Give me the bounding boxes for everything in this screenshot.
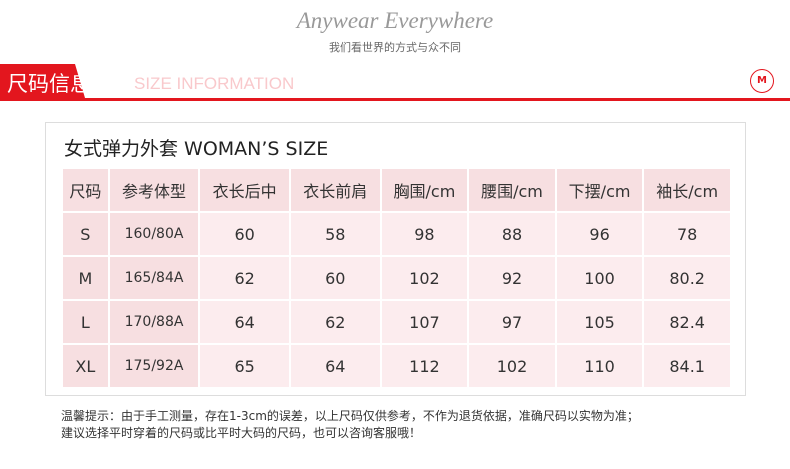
table-row: S 160/80A 60 58 98 88 96 78 [61, 211, 732, 257]
table-cell: 165/84A [107, 255, 201, 301]
table-cell: 107 [379, 299, 470, 345]
column-header: 参考体型 [107, 167, 201, 213]
table-row: XL 175/92A 65 64 112 102 110 84.1 [61, 343, 732, 389]
table-cell: 105 [554, 299, 645, 345]
table-cell: 102 [379, 255, 470, 301]
table-cell: S [61, 211, 110, 257]
table-cell: 100 [554, 255, 645, 301]
notes: 温馨提示：由于手工测量，存在1-3cm的误差，以上尺码仅供参考，不作为退货依据，… [61, 408, 639, 442]
column-header: 衣长后中 [198, 167, 291, 213]
column-header: 衣长前肩 [288, 167, 382, 213]
table-cell: 97 [467, 299, 557, 345]
table-cell: 64 [288, 343, 382, 389]
note-line: 建议选择平时穿着的尺码或比平时大码的尺码，也可以咨询客服哦！ [61, 426, 422, 440]
table-cell: M [61, 255, 110, 301]
table-cell: 92 [467, 255, 557, 301]
table-cell: 170/88A [107, 299, 201, 345]
section-banner [0, 64, 85, 98]
table-cell: 96 [554, 211, 645, 257]
table-cell: 64 [198, 299, 291, 345]
table-title: 女式弹力外套 WOMAN’S SIZE [64, 138, 329, 160]
section-title: 尺码信息 [7, 72, 91, 96]
divider [0, 98, 790, 101]
column-header: 腰围/cm [467, 167, 557, 213]
table-cell: 102 [467, 343, 557, 389]
header-row: 尺码 参考体型 衣长后中 衣长前肩 胸围/cm 腰围/cm 下摆/cm 袖长/cm [61, 167, 732, 213]
table-cell: 82.4 [642, 299, 732, 345]
table-cell: 62 [288, 299, 382, 345]
table-cell: XL [61, 343, 110, 389]
table-cell: 112 [379, 343, 470, 389]
brand-slogan: Anywear Everywhere [296, 8, 494, 33]
column-header: 尺码 [61, 167, 110, 213]
table-cell: 78 [642, 211, 732, 257]
table-row: L 170/88A 64 62 107 97 105 82.4 [61, 299, 732, 345]
note-line: 温馨提示：由于手工测量，存在1-3cm的误差，以上尺码仅供参考，不作为退货依据，… [61, 409, 639, 423]
table-cell: L [61, 299, 110, 345]
table-cell: 60 [198, 211, 291, 257]
table-cell: 62 [198, 255, 291, 301]
brand-subtitle: 我们看世界的方式与众不同 [329, 41, 461, 54]
table-cell: 60 [288, 255, 382, 301]
section-title-en: SIZE INFORMATION [134, 74, 295, 93]
table-cell: 175/92A [107, 343, 201, 389]
column-header: 胸围/cm [379, 167, 470, 213]
column-header: 袖长/cm [642, 167, 732, 213]
table-cell: 110 [554, 343, 645, 389]
brand-logo-icon: M [750, 69, 774, 93]
size-card [45, 122, 746, 396]
table-cell: 88 [467, 211, 557, 257]
table-cell: 65 [198, 343, 291, 389]
table-row: M 165/84A 62 60 102 92 100 80.2 [61, 255, 732, 301]
table-cell: 80.2 [642, 255, 732, 301]
table-cell: 160/80A [107, 211, 201, 257]
size-table: 尺码 参考体型 衣长后中 衣长前肩 胸围/cm 腰围/cm 下摆/cm 袖长/cm S 160/8… [61, 167, 732, 389]
column-header: 下摆/cm [554, 167, 645, 213]
table-cell: 98 [379, 211, 470, 257]
table-cell: 84.1 [642, 343, 732, 389]
table-cell: 58 [288, 211, 382, 257]
